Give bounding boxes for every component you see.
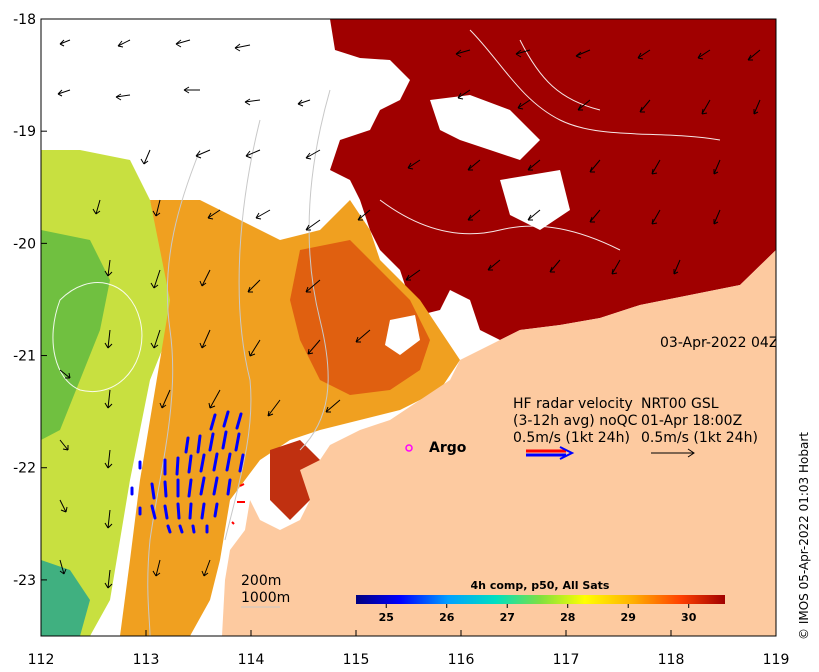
nrt-legend-line2: 01-Apr 18:00Z — [641, 413, 742, 429]
hf-scale-arrow — [526, 446, 575, 460]
x-tick-label: 118 — [658, 652, 685, 668]
sst-deep-orange-region — [290, 240, 430, 395]
bathymetry-contours — [147, 89, 331, 636]
x-tick-label: 117 — [553, 652, 580, 668]
isobath-1000m-label: 1000m — [241, 590, 290, 606]
colorbar-gradient — [356, 595, 725, 604]
x-tick-label: 115 — [343, 652, 370, 668]
plot-frame — [40, 18, 777, 637]
colorbar-tick-label: 29 — [621, 611, 636, 624]
x-tick-label: 112 — [28, 652, 55, 668]
argo-marker[interactable] — [405, 444, 413, 452]
y-tick-label: -22 — [13, 461, 36, 477]
map-timestamp: 03-Apr-2022 04Z — [660, 335, 778, 351]
cloud-gap-1 — [430, 95, 540, 160]
colorbar-tick-label: 28 — [560, 611, 575, 624]
y-tick-label: -21 — [13, 349, 36, 365]
colorbar-tick-label: 27 — [500, 611, 515, 624]
nrt-legend-line1: NRT00 GSL — [641, 396, 719, 412]
hf-radar-arrows — [130, 410, 245, 534]
ssh-contours — [52, 29, 721, 392]
model-velocity-arrows — [57, 39, 761, 589]
colorbar-tick-label: 26 — [439, 611, 455, 624]
y-tick-label: -19 — [13, 124, 36, 140]
x-tick-label: 119 — [763, 652, 790, 668]
y-tick-label: -23 — [13, 573, 36, 589]
y-axis: -18 -19 -20 -21 -22 -23 — [13, 12, 47, 589]
credit-text: © IMOS 05-Apr-2022 01:03 Hobart — [797, 432, 811, 640]
x-tick-label: 114 — [238, 652, 265, 668]
x-tick-label: 116 — [448, 652, 475, 668]
colorbar-tick-label: 25 — [379, 611, 394, 624]
colorbar-tick-label: 30 — [681, 611, 697, 624]
sst-teal-region — [41, 560, 90, 636]
isobath-200m-label: 200m — [241, 573, 281, 589]
sst-red-orange-coast — [270, 440, 320, 520]
nrt-legend-scale: 0.5m/s (1kt 24h) — [641, 430, 758, 446]
x-axis: 112 113 114 115 116 117 118 119 — [28, 630, 790, 668]
argo-label: Argo — [429, 440, 467, 456]
sst-warm-region-south — [540, 110, 600, 170]
land-mass — [222, 250, 776, 636]
hf-legend-line2: (3-12h avg) noQC — [513, 413, 638, 429]
hf-legend-line1: HF radar velocity — [513, 396, 633, 412]
y-tick-label: -18 — [13, 12, 36, 28]
map-plot-area: 200m 1000m 03-Apr-2022 04Z HF radar velo… — [41, 19, 778, 636]
colorbar-title: 4h comp, p50, All Sats — [471, 579, 610, 592]
colorbar-ticks: 25 26 27 28 29 30 — [379, 604, 697, 624]
x-tick-label: 113 — [133, 652, 160, 668]
y-tick-label: -20 — [13, 236, 36, 252]
hf-radar-arrows-red — [231, 483, 245, 525]
cloud-patch-coast — [385, 315, 420, 355]
nrt-scale-arrow — [651, 448, 695, 458]
hf-legend-scale: 0.5m/s (1kt 24h) — [513, 430, 630, 446]
cloud-gap-2 — [500, 170, 570, 230]
